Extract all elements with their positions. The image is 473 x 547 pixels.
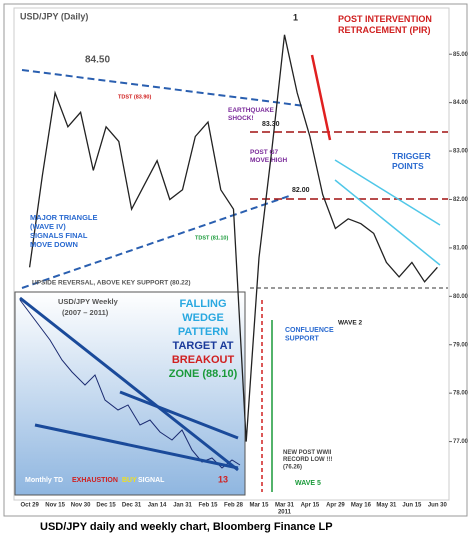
x-tick-label: Mar 15 [249,503,269,509]
y-tick-label: 78.00 [453,391,469,397]
annotation: CONFLUENCE SUPPORT [285,327,334,342]
arrow [310,54,332,141]
y-tick-label: 81.00 [453,245,469,251]
annotation: POST INTERVENTION RETRACEMENT (PIR) [338,14,432,35]
annotation: TRIGGER POINTS [392,151,431,171]
caption: USD/JPY daily and weekly chart, Bloomber… [40,521,333,533]
inset-title: USD/JPY Weekly [58,297,119,306]
x-tick-label: Apr 29 [326,503,345,509]
annotation: TDST (83.90) [118,94,151,100]
annotation: TDST (81.10) [195,235,228,241]
trend-line [334,179,441,266]
annotation: POST G7 MOVE HIGH [250,149,288,164]
trend-line [334,159,441,226]
price-line [28,34,438,442]
x-tick-label: Dec 15 [96,503,116,509]
y-tick-label: 83.00 [453,149,469,155]
annotation: MAJOR TRIANGLE (WAVE IV) SIGNALS FINAL MOVE… [30,213,98,249]
annotation: WAVE 2 [338,320,362,327]
inset-pattern: ZONE (88.10) [169,368,238,380]
y-tick-label: 79.00 [453,342,469,348]
triangle-lower [21,194,293,289]
x-tick-label: May 31 [376,503,397,509]
inset [14,291,246,496]
annotation: NEW POST WWII RECORD LOW !!! (76.26) [283,450,332,470]
triangle-upper [21,69,306,107]
year-label: 2011 [278,510,292,516]
annotation: 84.50 [85,55,110,66]
x-tick-label: May 16 [351,503,372,509]
x-tick-label: Jun 30 [428,503,448,509]
wedge-line [34,423,239,470]
x-tick-label: Nov 15 [45,503,65,509]
x-tick-label: Mar 31 [275,503,295,509]
x-tick-label: Nov 30 [71,503,91,509]
annotation: 83.30 [262,121,280,128]
wedge-line [119,390,239,440]
annotation: UPSIDE REVERSAL, ABOVE KEY SUPPORT (80.2… [32,280,191,287]
annotation: 82.00 [292,187,310,194]
inset-pattern: PATTERN [178,326,228,338]
annotation: EARTHQUAKE SHOCK! [228,107,275,122]
x-tick-label: Jan 14 [148,503,167,509]
x-tick-label: Apr 15 [301,503,320,509]
x-tick-label: Jun 15 [402,503,422,509]
x-tick-label: Feb 15 [199,503,219,509]
x-tick-label: Oct 29 [20,503,39,509]
inset-signal: SIGNAL [138,477,165,484]
x-tick-label: Feb 28 [224,503,244,509]
inset-signal: BUY [122,477,137,484]
inset-signal: Monthly TD [25,477,63,484]
inset-pattern: WEDGE [182,312,224,324]
inset-count: 13 [218,474,228,484]
annotation: WAVE 5 [295,480,321,487]
y-tick-label: 82.00 [453,197,469,203]
y-tick-label: 77.00 [453,439,469,445]
inset-pattern: TARGET AT [173,340,234,352]
chart-title: USD/JPY (Daily) [20,11,88,21]
inset-subtitle: (2007 – 2011) [62,308,109,317]
inset-pattern: FALLING [179,298,226,310]
y-tick-label: 84.00 [453,100,469,106]
y-tick-label: 80.00 [453,294,469,300]
x-tick-label: Jan 31 [173,503,192,509]
x-tick-label: Dec 31 [122,503,142,509]
inset-pattern: BREAKOUT [172,354,235,366]
inset-signal: EXHAUSTION [72,477,118,484]
wedge-line [19,296,239,472]
y-tick-label: 85.00 [453,52,469,58]
inset-line [19,299,241,469]
annotation: 1 [293,12,298,22]
